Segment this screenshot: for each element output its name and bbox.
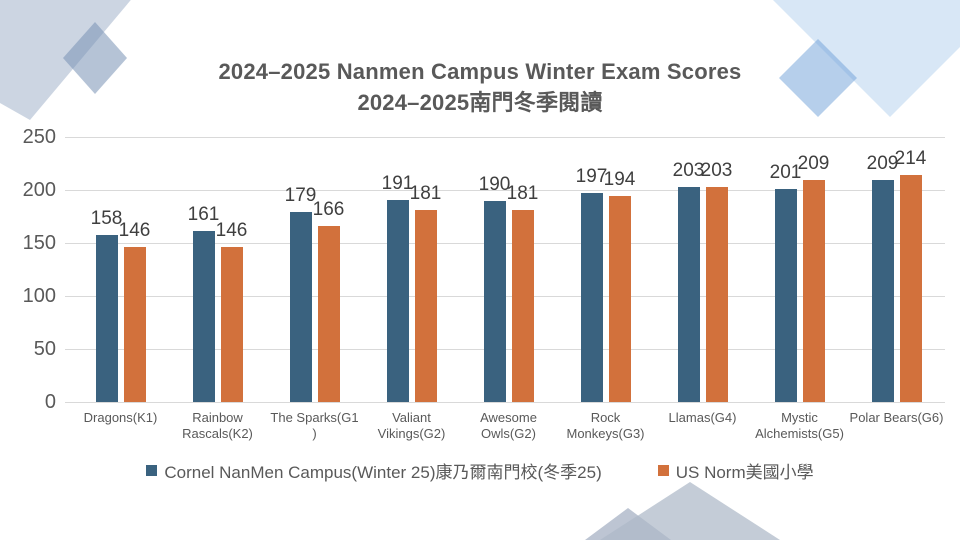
category-label-Llamas(G4): Llamas(G4): [668, 410, 737, 425]
value-label-series2-Polar Bears(G6): 214: [894, 148, 927, 170]
category-label-Awesome Owls(G2): Awesome Owls(G2): [480, 410, 537, 441]
y-axis-tick-100: 100: [22, 285, 56, 307]
bar-series2-Dragons(K1)[interactable]: [123, 247, 146, 402]
category-label-The Sparks(G1): The Sparks(G1): [270, 410, 359, 441]
chart-title-line1: 2024–2025 Nanmen Campus Winter Exam Scor…: [218, 59, 742, 84]
value-label-series2-Valiant Vikings(G2): 181: [409, 183, 442, 205]
decor-diamond-large-top-right: [773, 0, 960, 117]
value-label-series2-Rock Monkeys(G3): 194: [603, 169, 636, 191]
legend-item-series1[interactable]: Cornel NanMen Campus(Winter 25)康乃爾南門校(冬季…: [146, 458, 602, 483]
category-label-Rock Monkeys(G3): Rock Monkeys(G3): [566, 410, 645, 441]
bar-series2-Valiant Vikings(G2)[interactable]: [414, 210, 437, 402]
value-label-series1-Rock Monkeys(G3): 197: [575, 166, 608, 188]
value-label-series2-Llamas(G4): 203: [700, 159, 733, 181]
value-label-series1-Valiant Vikings(G2): 191: [381, 172, 414, 194]
legend-swatch-icon: [657, 465, 669, 476]
value-label-series1-Llamas(G4): 203: [672, 159, 705, 181]
category-label-Rainbow Rascals(K2): Rainbow Rascals(K2): [182, 410, 253, 441]
bar-series1-Polar Bears(G6)[interactable]: [871, 180, 894, 402]
bar-series1-Valiant Vikings(G2)[interactable]: [386, 199, 409, 402]
gridline-0: [65, 402, 945, 403]
value-label-series2-Rainbow Rascals(K2): 146: [215, 220, 248, 242]
value-label-series2-Awesome Owls(G2): 181: [506, 183, 539, 205]
value-label-series1-Awesome Owls(G2): 190: [478, 173, 511, 195]
bar-series1-The Sparks(G1)[interactable]: [289, 212, 312, 402]
y-axis-tick-250: 250: [22, 126, 56, 148]
value-label-series1-Dragons(K1): 158: [90, 207, 123, 229]
chart-title-line2: 2024–2025南門冬季閱讀: [357, 90, 603, 115]
value-label-series2-Mystic Alchemists(G5): 209: [797, 153, 830, 175]
category-label-Valiant Vikings(G2): Valiant Vikings(G2): [377, 410, 446, 441]
bar-series1-Llamas(G4)[interactable]: [677, 186, 700, 402]
value-label-series1-Mystic Alchemists(G5): 201: [769, 161, 802, 183]
bar-series2-Rainbow Rascals(K2)[interactable]: [220, 247, 243, 402]
bar-series2-Mystic Alchemists(G5)[interactable]: [802, 180, 825, 402]
category-label-Dragons(K1): Dragons(K1): [83, 410, 158, 425]
decor-diamond-small-top-right: [779, 39, 857, 117]
value-label-series1-Rainbow Rascals(K2): 161: [187, 204, 220, 226]
y-axis-tick-200: 200: [22, 179, 56, 201]
legend-label: Cornel NanMen Campus(Winter 25)康乃爾南門校(冬季…: [164, 463, 602, 482]
y-axis-tick-0: 0: [44, 391, 56, 413]
bar-series1-Awesome Owls(G2)[interactable]: [483, 200, 506, 402]
bar-series2-Awesome Owls(G2)[interactable]: [511, 210, 534, 402]
category-label-Polar Bears(G6): Polar Bears(G6): [849, 410, 944, 425]
legend-item-series2[interactable]: US Norm美國小學: [657, 458, 814, 483]
decor-mountain-large: [600, 482, 780, 540]
bar-series1-Rainbow Rascals(K2)[interactable]: [192, 231, 215, 402]
category-label-Mystic Alchemists(G5): Mystic Alchemists(G5): [755, 410, 844, 441]
bar-series2-Rock Monkeys(G3)[interactable]: [608, 196, 631, 402]
bar-series1-Mystic Alchemists(G5)[interactable]: [774, 188, 797, 402]
chart-title: 2024–2025 Nanmen Campus Winter Exam Scor…: [0, 56, 960, 118]
value-label-series2-The Sparks(G1): 166: [312, 199, 345, 221]
decor-top-left-diamonds: [0, 0, 131, 120]
value-label-series1-The Sparks(G1): 179: [284, 185, 317, 207]
decor-top-right-diamonds: [773, 0, 960, 117]
decor-bottom-mountains: [585, 482, 780, 540]
y-axis-tick-150: 150: [22, 232, 56, 254]
value-label-series2-Dragons(K1): 146: [118, 220, 151, 242]
bar-series2-The Sparks(G1)[interactable]: [317, 226, 340, 402]
bar-series1-Rock Monkeys(G3)[interactable]: [580, 193, 603, 402]
bar-series1-Dragons(K1)[interactable]: [95, 234, 118, 402]
y-axis-tick-50: 50: [33, 338, 56, 360]
value-label-series1-Polar Bears(G6): 209: [866, 153, 899, 175]
legend-label: US Norm美國小學: [675, 463, 814, 482]
decor-diamond-small-top-left: [63, 22, 127, 94]
chart-legend: Cornel NanMen Campus(Winter 25)康乃爾南門校(冬季…: [0, 458, 960, 483]
legend-swatch-icon: [146, 465, 158, 476]
bar-series2-Polar Bears(G6)[interactable]: [899, 175, 922, 402]
gridline-250: [65, 137, 945, 138]
bar-series2-Llamas(G4)[interactable]: [705, 186, 728, 402]
gridline-200: [65, 190, 945, 191]
